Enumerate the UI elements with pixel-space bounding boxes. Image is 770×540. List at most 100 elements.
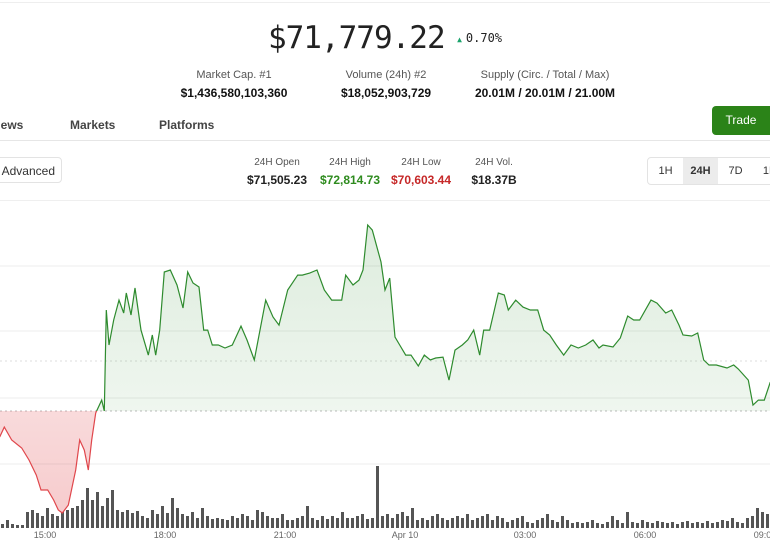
volume-bar (166, 513, 169, 528)
x-tick-label: 15:00 (34, 530, 57, 540)
tab-news[interactable]: News (0, 118, 24, 132)
volume-bar (516, 518, 519, 528)
volume-bar (196, 518, 199, 528)
timeframe-24h[interactable]: 24H (683, 158, 718, 184)
volume-bar (156, 514, 159, 528)
volume-bar (106, 498, 109, 528)
volume-bar (556, 522, 559, 528)
volume-bar (696, 522, 699, 528)
volume-bar (271, 518, 274, 528)
volume-bar (121, 512, 124, 528)
volume-bar (151, 510, 154, 528)
chart-top-border (0, 200, 770, 201)
volume-bar (511, 520, 514, 528)
volume-bar (101, 506, 104, 528)
volume-bar (621, 523, 624, 528)
volume-bar (751, 516, 754, 528)
volume-bar (486, 514, 489, 528)
stat-value: $1,436,580,103,360 (180, 86, 288, 100)
volume-bar (191, 512, 194, 528)
volume-bar (691, 523, 694, 528)
price-header: $71,779.22 ▲ 0.70% (0, 20, 770, 56)
volume-bar (636, 523, 639, 528)
price-series (0, 223, 770, 514)
volume-bar (111, 490, 114, 528)
timeframe-1h[interactable]: 1H (658, 165, 673, 177)
volume-bar (46, 508, 49, 528)
price-area-down (0, 411, 770, 513)
volume-bar (641, 520, 644, 528)
volume-bar (661, 522, 664, 528)
advanced-chart-button[interactable]: Advanced (0, 157, 62, 183)
volume-bar (606, 522, 609, 528)
volume-bar (671, 522, 674, 528)
triangle-up-icon: ▲ (457, 35, 462, 44)
volume-bar (51, 514, 54, 528)
volume-bar (406, 516, 409, 528)
volume-bar (676, 524, 679, 528)
ohlc-label: 24H Low (401, 157, 441, 168)
trade-button[interactable]: Trade (712, 106, 770, 135)
volume-bar (426, 520, 429, 528)
stat-label: Volume (24h) #2 (345, 69, 427, 81)
ohlc-value: $18.37B (471, 173, 517, 187)
price-area-up (0, 225, 770, 411)
timeframe-1m[interactable]: 1M (762, 165, 770, 177)
ohlc-volume: 24H Vol. $18.37B (471, 157, 516, 187)
tab-platforms[interactable]: Platforms (159, 118, 215, 132)
volume-bar (41, 516, 44, 528)
volume-bar (461, 518, 464, 528)
volume-bar (666, 523, 669, 528)
volume-bar (91, 500, 94, 528)
volume-bar (651, 523, 654, 528)
volume-bar (601, 524, 604, 528)
volume-bar (146, 518, 149, 528)
price-line-up (95, 223, 770, 411)
volume-bar (6, 520, 9, 528)
x-tick-label: 21:00 (274, 530, 297, 540)
volume-bar (346, 518, 349, 528)
timeframe-selector: 1H 24H 7D 1M (647, 157, 770, 185)
timeframe-7d[interactable]: 7D (728, 165, 743, 177)
volume-bar (506, 522, 509, 528)
volume-bar (761, 512, 764, 528)
volume-bar (716, 522, 719, 528)
volume-bar (436, 514, 439, 528)
volume-bar (711, 523, 714, 528)
volume-bar (56, 516, 59, 528)
volume-bar (261, 512, 264, 528)
volume-bar (211, 519, 214, 528)
volume-bar (276, 518, 279, 528)
tab-markets[interactable]: Markets (70, 118, 116, 132)
volume-bar (416, 520, 419, 528)
volume-bar (131, 513, 134, 528)
volume-bar (301, 516, 304, 528)
volume-bar (241, 514, 244, 528)
volume-bar (626, 512, 629, 528)
volume-bar (501, 518, 504, 528)
volume-bar (401, 512, 404, 528)
volume-bar (366, 519, 369, 528)
volume-bar (136, 511, 139, 528)
volume-bar (231, 516, 234, 528)
volume-bar (441, 518, 444, 528)
volume-bars (1, 466, 769, 528)
volume-bar (706, 521, 709, 528)
volume-bar (681, 522, 684, 528)
volume-bar (96, 492, 99, 528)
volume-bar (16, 525, 19, 528)
volume-bar (576, 522, 579, 528)
volume-bar (721, 520, 724, 528)
volume-bar (66, 510, 69, 528)
volume-bar (296, 518, 299, 528)
volume-bar (451, 518, 454, 528)
ohlc-label: 24H Vol. (475, 157, 513, 168)
x-tick-label: 03:00 (514, 530, 537, 540)
stat-volume: Volume (24h) #2 $18,052,903,729 (341, 69, 431, 100)
volume-bar (171, 498, 174, 528)
volume-bar (736, 522, 739, 528)
volume-bar (491, 520, 494, 528)
volume-bar (216, 518, 219, 528)
volume-bar (161, 506, 164, 528)
